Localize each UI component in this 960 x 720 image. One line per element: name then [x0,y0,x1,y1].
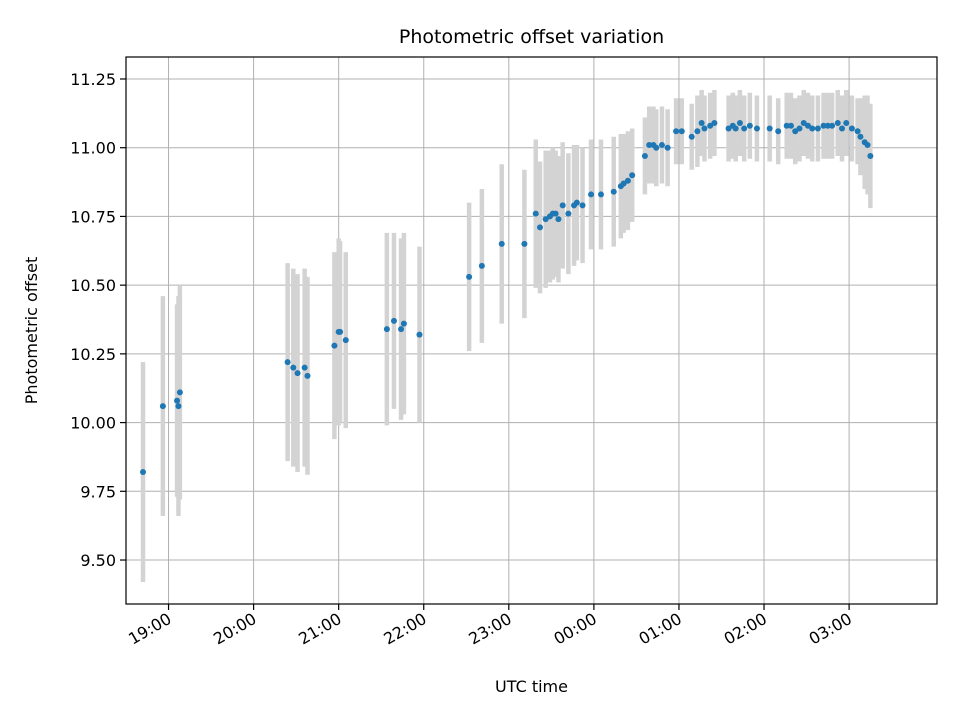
data-point [698,119,705,126]
data-point [775,128,782,135]
data-point [792,128,799,135]
y-tick-label: 11.00 [70,139,116,158]
data-point [175,403,182,410]
y-tick-label: 10.00 [70,414,116,433]
data-point [804,122,811,129]
data-point [565,210,572,217]
data-point [521,240,528,247]
data-point [809,125,816,132]
data-point [294,370,301,377]
y-tick-label: 10.75 [70,207,116,226]
data-point [829,122,836,129]
chart-title: Photometric offset variation [399,26,664,48]
data-point [304,372,311,379]
data-point [555,216,562,223]
data-point [390,317,397,324]
y-axis-label: Photometric offset [22,257,41,405]
data-point [814,125,821,132]
data-point [176,389,183,396]
data-point [597,191,604,198]
data-point [701,125,708,132]
data-point [694,128,701,135]
data-point [746,122,753,129]
data-point [766,125,773,132]
data-point [824,122,831,129]
data-point [678,128,685,135]
data-point [624,177,631,184]
data-point [532,210,539,217]
data-point [796,125,803,132]
data-point [725,125,732,132]
y-tick-label: 11.25 [70,70,116,89]
data-point [416,331,423,338]
data-point [787,122,794,129]
plot-frame [125,56,938,605]
data-point [658,141,665,148]
data-point [741,125,748,132]
data-point [588,191,595,198]
y-axis-ticks: 9.50 9.75 10.00 10.25 10.50 10.75 11.00 11.25 [70,70,126,570]
data-point [466,273,473,280]
data-point [707,122,714,129]
data-point [783,122,790,129]
data-point [290,364,297,371]
data-point [537,224,544,231]
y-tick-label: 10.25 [70,345,116,364]
data-point [857,133,864,140]
data-point [337,328,344,335]
data-point [848,125,855,132]
data-point [383,326,390,333]
data-point [620,180,627,187]
data-point [664,144,671,151]
data-point [629,172,636,179]
y-tick-label: 9.50 [80,551,116,570]
data-points [140,119,874,476]
data-point [653,144,660,151]
data-point [559,202,566,209]
x-axis-label: UTC time [495,677,568,696]
data-point [839,125,846,132]
data-point [753,125,760,132]
data-point [800,119,807,126]
data-point [867,152,874,159]
data-point [174,397,181,404]
data-point [736,119,743,126]
data-point [864,141,871,148]
data-point [573,199,580,206]
data-point [478,262,485,269]
data-point [834,119,841,126]
data-point [843,119,850,126]
data-point [579,202,586,209]
data-point [820,122,827,129]
y-tick-label: 10.50 [70,276,116,295]
data-point [301,364,308,371]
data-point [284,359,291,366]
data-point [854,128,861,135]
data-point [711,119,718,126]
data-point [159,403,166,410]
data-point [398,326,405,333]
data-point [610,188,617,195]
data-point [552,210,559,217]
data-point [140,469,147,476]
data-point [641,152,648,159]
y-tick-label: 9.75 [80,482,116,501]
grid-lines [126,57,937,604]
data-point [331,342,338,349]
data-point [688,133,695,140]
data-point [673,128,680,135]
data-point [498,240,505,247]
data-point [732,125,739,132]
data-point [646,141,653,148]
data-point [400,320,407,327]
data-point [342,337,349,344]
data-point [542,216,549,223]
